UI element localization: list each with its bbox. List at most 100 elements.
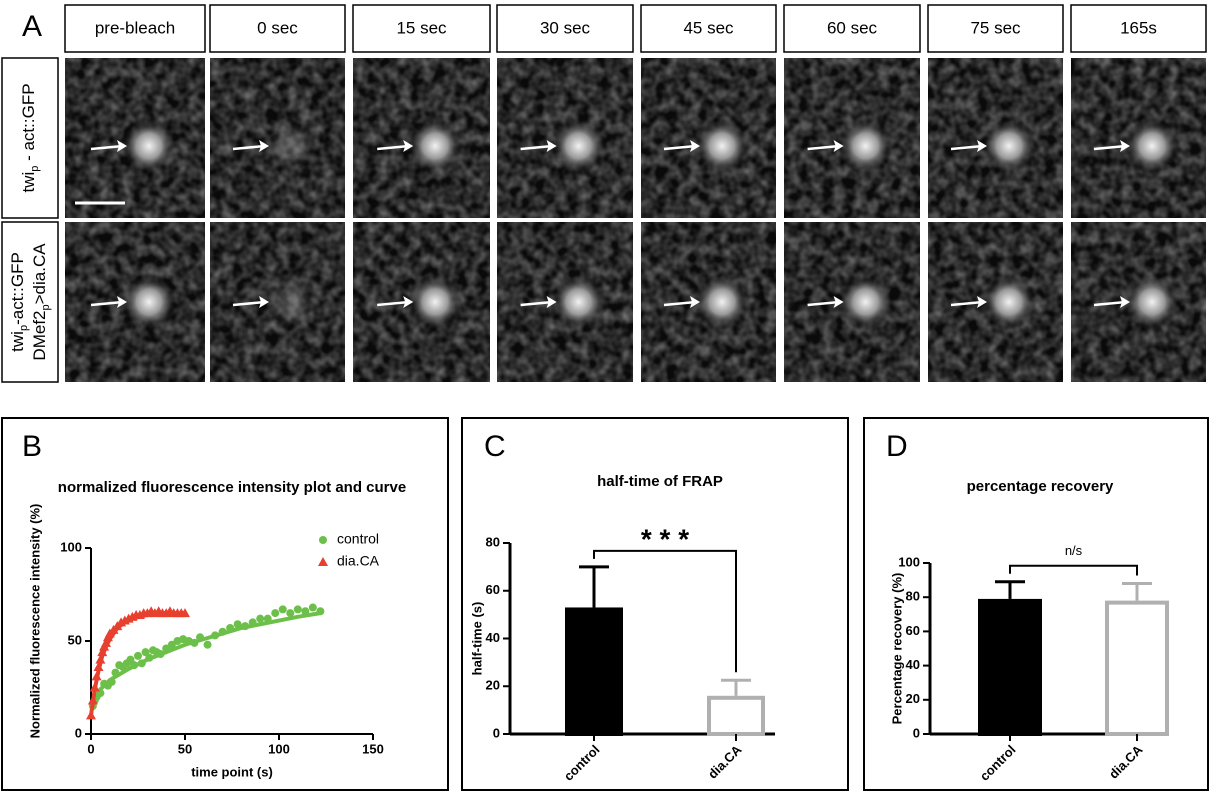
arrow-head: [690, 296, 700, 308]
chart-title: half-time of FRAP: [597, 473, 723, 490]
legend-marker: [319, 536, 327, 544]
fluorescent-spot: [121, 274, 177, 330]
x-tick-label: 100: [268, 741, 290, 756]
arrow-head: [117, 140, 127, 152]
fluorescent-spot: [837, 274, 894, 330]
y-tick-label: 80: [486, 534, 500, 549]
micrograph: [641, 222, 776, 382]
bar: [565, 607, 623, 737]
arrow: [377, 300, 410, 307]
fluorescent-spot: [407, 274, 464, 330]
x-tick-label: 50: [178, 741, 192, 756]
y-tick-label: 0: [493, 725, 500, 740]
y-tick-label: 100: [60, 539, 82, 554]
arrow: [232, 144, 266, 151]
fluorescent-spot: [1124, 118, 1180, 174]
row-label-box: [1, 221, 59, 383]
row-label: twip - act::GFP: [19, 83, 40, 192]
y-tick-label: 40: [486, 630, 500, 645]
significance-label: n/s: [1065, 543, 1083, 558]
panel-label: B: [22, 430, 42, 463]
x-tick-label: dia.CA: [1106, 742, 1146, 782]
arrow: [663, 300, 697, 307]
fluorescent-spot: [263, 274, 319, 330]
x-axis-label: time point (s): [191, 764, 273, 779]
panel-label: D: [886, 430, 908, 463]
time-header-box: [209, 4, 346, 53]
time-header: 165s: [1120, 18, 1157, 37]
time-header: 0 sec: [257, 18, 298, 37]
row-label: twip-act::GFP: [8, 252, 29, 352]
y-tick-label: 80: [906, 589, 920, 604]
arrow-head: [833, 140, 844, 152]
y-axis-label: half-time (s): [469, 602, 484, 676]
micrograph: [784, 222, 920, 382]
arrow-head: [1120, 296, 1130, 308]
y-tick-label: 50: [68, 632, 82, 647]
data-point: [167, 640, 176, 649]
arrow-head: [690, 140, 700, 152]
arrow: [807, 144, 840, 151]
arrow: [520, 300, 553, 307]
time-header: 30 sec: [540, 18, 591, 37]
panel-frame: [863, 417, 1209, 791]
bar: [1105, 600, 1169, 736]
arrow: [520, 144, 553, 151]
row-label-text: - act::GFP: [19, 83, 38, 165]
time-header-box: [640, 4, 777, 53]
panel-label: C: [484, 430, 506, 463]
arrow: [950, 300, 984, 307]
micrograph: [928, 222, 1063, 382]
arrow: [1093, 300, 1127, 307]
legend-label: control: [337, 531, 379, 547]
y-tick-label: 60: [486, 582, 500, 597]
arrow-head: [403, 140, 414, 152]
fluorescent-spot: [550, 118, 607, 174]
time-header: pre-bleach: [95, 18, 175, 37]
micrograph: [353, 58, 490, 218]
row-label-box: [1, 57, 59, 219]
micrograph: [497, 222, 633, 382]
x-tick-label: control: [977, 742, 1019, 784]
chart-title: percentage recovery: [967, 478, 1114, 495]
arrow-head: [117, 296, 127, 308]
legend-marker: [318, 557, 328, 566]
time-header-box: [927, 4, 1064, 53]
y-tick-label: 0: [75, 725, 82, 740]
micrograph: [1071, 58, 1206, 218]
y-tick-label: 40: [906, 657, 920, 672]
arrow-head: [403, 296, 414, 308]
fluorescent-spot: [1124, 274, 1180, 330]
fluorescent-spot: [694, 274, 750, 330]
arrow-head: [1120, 140, 1130, 152]
fit-curve: [89, 611, 321, 708]
fluorescent-spot: [550, 274, 607, 330]
arrow-head: [546, 296, 557, 308]
y-axis-label: Percentage recovery (%): [889, 573, 904, 725]
row-label-text: twi: [8, 331, 27, 352]
fluorescent-spot: [121, 118, 177, 174]
arrow: [950, 144, 984, 151]
time-header: 15 sec: [396, 18, 447, 37]
row-label-subscript: p: [18, 325, 30, 331]
time-header-box: [783, 4, 921, 53]
arrow: [377, 144, 410, 151]
x-tick-label: 0: [87, 741, 94, 756]
arrow-head: [259, 296, 269, 308]
data-point: [278, 605, 287, 614]
arrow-head: [977, 140, 987, 152]
time-header-box: [352, 4, 491, 53]
time-header: 60 sec: [827, 18, 878, 37]
micrograph: [641, 58, 776, 218]
time-header-box: [64, 4, 206, 53]
micrograph: [65, 58, 205, 218]
panel-label: A: [22, 10, 42, 43]
data-point: [256, 614, 265, 623]
y-tick-label: 20: [486, 678, 500, 693]
arrow-head: [977, 296, 987, 308]
bar: [978, 598, 1042, 736]
row-label: DMef2p>dia.CA: [30, 243, 51, 361]
time-header: 45 sec: [683, 18, 734, 37]
y-tick-label: 0: [913, 725, 920, 740]
